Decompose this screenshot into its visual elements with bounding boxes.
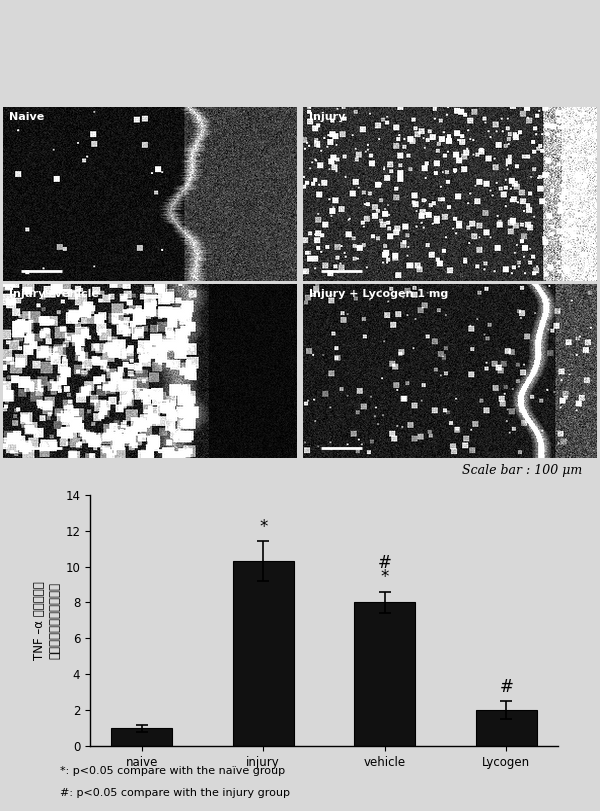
- Y-axis label: TNF –α 免疫反应性
（相对于控制组的倍数）: TNF –α 免疫反应性 （相对于控制组的倍数）: [33, 581, 61, 660]
- Bar: [233, 561, 293, 746]
- Bar: [111, 728, 172, 746]
- Text: Injury + Lycogen 1 mg: Injury + Lycogen 1 mg: [309, 289, 448, 299]
- Bar: [476, 710, 537, 746]
- Text: Injury+vehicle: Injury+vehicle: [9, 289, 99, 299]
- Text: Injury: Injury: [309, 112, 345, 122]
- Text: Naive: Naive: [9, 112, 44, 122]
- Text: Scale bar : 100 μm: Scale bar : 100 μm: [462, 464, 582, 477]
- Text: *: *: [380, 569, 389, 586]
- Text: #: p<0.05 compare with the injury group: #: p<0.05 compare with the injury group: [60, 788, 290, 798]
- Bar: [355, 603, 415, 746]
- Text: #: #: [378, 554, 392, 572]
- Text: #: #: [499, 678, 513, 696]
- Text: *: p<0.05 compare with the naïve group: *: p<0.05 compare with the naïve group: [60, 766, 285, 776]
- Text: *: *: [259, 518, 268, 536]
